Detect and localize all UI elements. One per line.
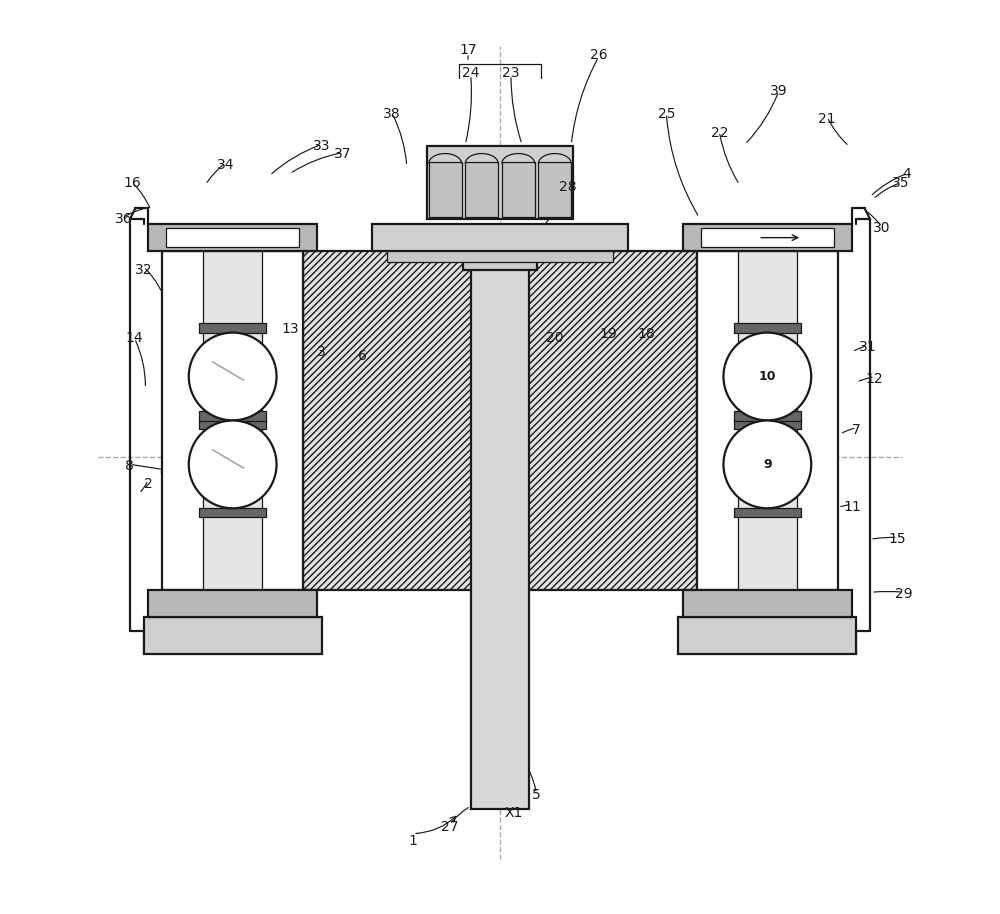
Bar xyxy=(429,162,462,217)
Text: 9: 9 xyxy=(763,458,772,471)
Bar xyxy=(144,617,322,654)
Text: 39: 39 xyxy=(770,84,788,99)
Bar xyxy=(738,251,797,590)
Text: 5: 5 xyxy=(532,788,541,802)
Text: 13: 13 xyxy=(281,322,299,336)
Bar xyxy=(734,324,801,333)
Bar xyxy=(303,251,697,590)
Bar xyxy=(701,228,834,247)
Bar xyxy=(148,590,317,617)
Text: 29: 29 xyxy=(895,587,913,601)
Bar xyxy=(463,251,537,270)
Circle shape xyxy=(189,420,277,508)
Text: 15: 15 xyxy=(889,532,906,547)
Text: 31: 31 xyxy=(859,340,876,355)
Text: 18: 18 xyxy=(637,326,655,341)
Text: 10: 10 xyxy=(759,370,776,383)
Text: 3: 3 xyxy=(317,345,326,359)
Text: 4: 4 xyxy=(902,166,911,181)
Text: 38: 38 xyxy=(383,107,401,122)
Bar xyxy=(538,162,571,217)
Text: 21: 21 xyxy=(818,112,836,126)
Bar xyxy=(465,162,498,217)
Text: 32: 32 xyxy=(135,262,152,277)
Bar xyxy=(199,411,266,420)
Bar xyxy=(734,420,801,430)
Bar xyxy=(199,508,266,517)
Bar xyxy=(734,508,801,517)
Circle shape xyxy=(723,333,811,420)
Text: 2: 2 xyxy=(144,477,152,492)
Bar xyxy=(203,251,262,590)
Circle shape xyxy=(189,333,277,420)
Bar xyxy=(372,224,628,251)
Bar xyxy=(162,251,303,590)
Bar xyxy=(427,146,573,219)
Bar xyxy=(678,617,856,654)
Text: 19: 19 xyxy=(599,326,617,341)
Text: 6: 6 xyxy=(358,349,367,364)
Bar xyxy=(697,251,838,590)
Text: 36: 36 xyxy=(115,212,132,227)
Text: 28: 28 xyxy=(559,180,576,195)
Text: 24: 24 xyxy=(462,66,480,80)
Text: 1: 1 xyxy=(409,834,418,848)
Text: 35: 35 xyxy=(892,175,909,190)
Text: 23: 23 xyxy=(502,66,520,80)
Bar xyxy=(502,162,535,217)
Bar xyxy=(199,324,266,333)
Text: 14: 14 xyxy=(126,331,143,345)
Text: 25: 25 xyxy=(658,107,675,122)
Text: 34: 34 xyxy=(217,157,235,172)
Bar xyxy=(199,420,266,430)
Text: 8: 8 xyxy=(125,459,134,473)
Bar xyxy=(734,411,801,420)
Text: 20: 20 xyxy=(546,331,564,345)
Text: 30: 30 xyxy=(873,221,891,236)
Bar xyxy=(166,228,299,247)
Text: 37: 37 xyxy=(334,146,352,161)
Text: 16: 16 xyxy=(124,175,141,190)
Text: 22: 22 xyxy=(711,125,728,140)
Circle shape xyxy=(723,420,811,508)
Text: 11: 11 xyxy=(843,500,861,515)
Text: 12: 12 xyxy=(866,372,884,387)
Bar xyxy=(387,251,613,262)
Text: 33: 33 xyxy=(313,139,331,154)
Text: 26: 26 xyxy=(590,48,608,62)
Text: 17: 17 xyxy=(459,43,477,58)
Bar xyxy=(683,590,852,617)
Text: 7: 7 xyxy=(852,422,861,437)
Bar xyxy=(471,251,529,809)
Text: X1: X1 xyxy=(505,806,523,821)
Text: 27: 27 xyxy=(441,820,458,834)
Bar xyxy=(148,224,317,251)
Bar xyxy=(683,224,852,251)
